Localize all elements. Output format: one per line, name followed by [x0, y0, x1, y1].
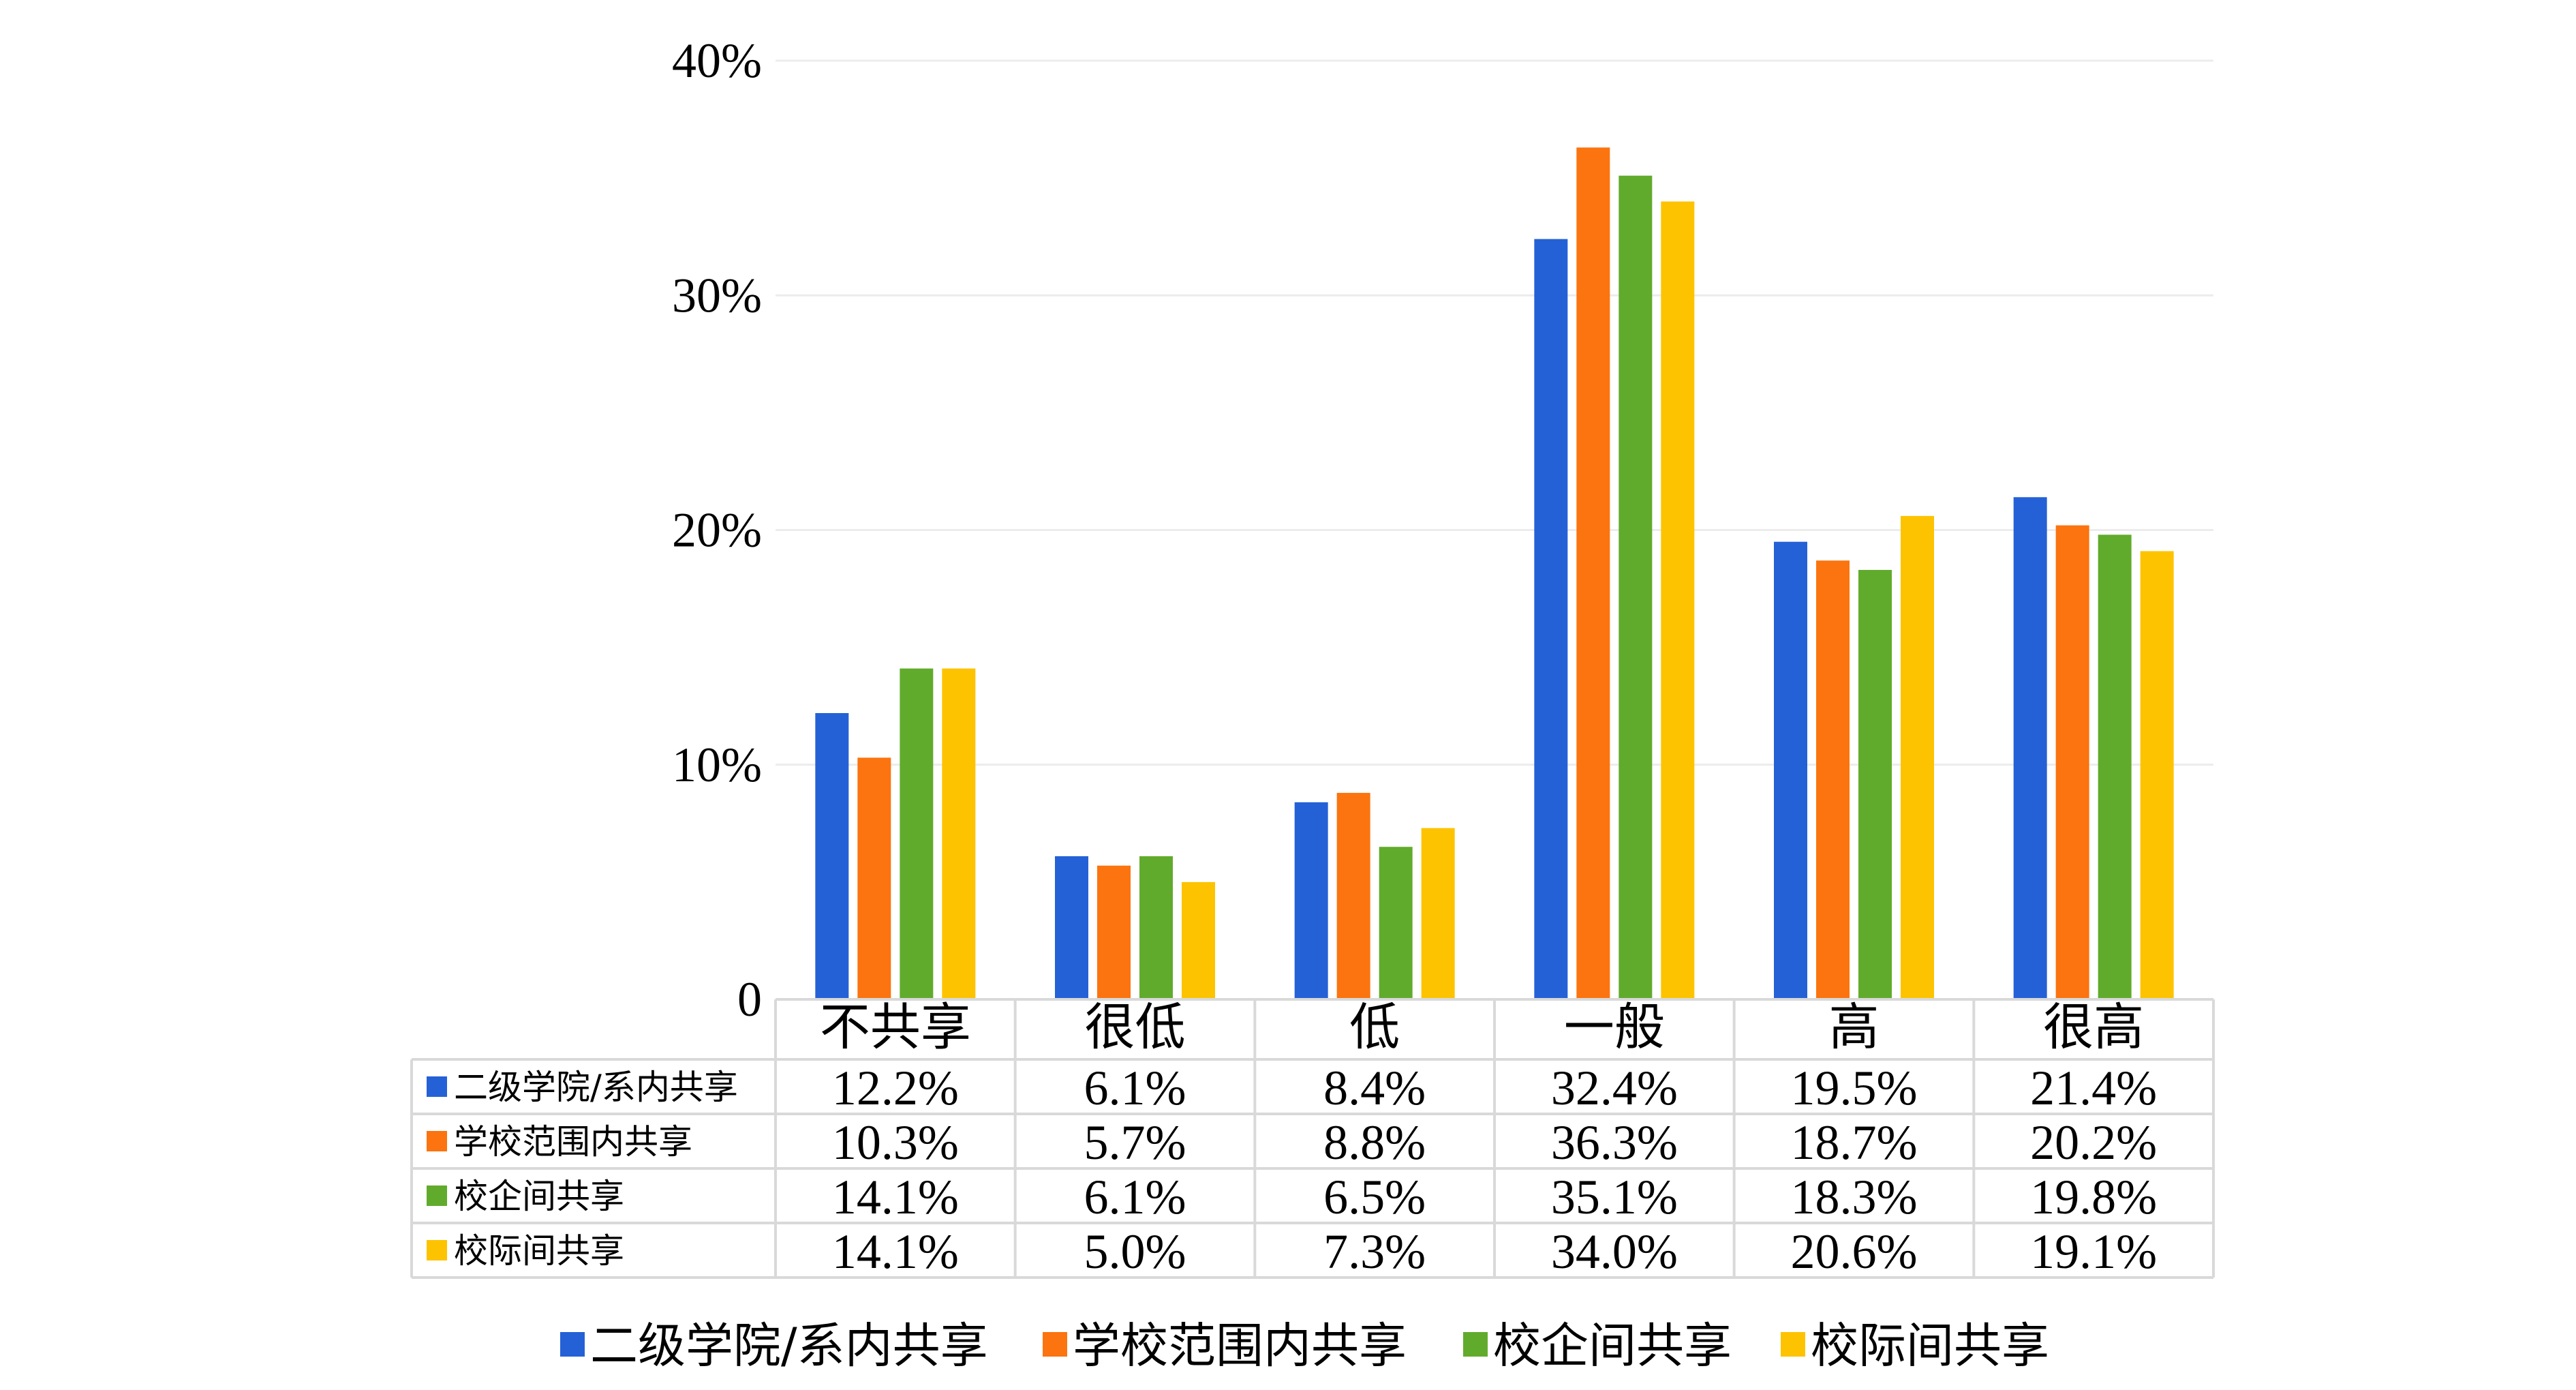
bar [1294, 802, 1328, 999]
data-label: 18.7% [1791, 1115, 1918, 1170]
data-label: 20.2% [2030, 1115, 2157, 1170]
data-label: 36.3% [1551, 1115, 1678, 1170]
data-label: 34.0% [1551, 1224, 1678, 1279]
data-label: 21.4% [2030, 1061, 2157, 1115]
bar [1774, 541, 1807, 999]
bar [1576, 147, 1610, 999]
bar [1336, 793, 1370, 999]
legend-key [1043, 1332, 1067, 1357]
category-label: 很高 [2043, 998, 2144, 1057]
legend-key [1781, 1332, 1805, 1357]
table-row-label: 校企间共享 [454, 1177, 624, 1216]
bar [1619, 175, 1653, 999]
category-label: 一般 [1564, 998, 1665, 1057]
bar [1182, 881, 1215, 999]
y-axis-tick-labels: 0 10% 20% 30% 40% [672, 33, 762, 1027]
bar [1901, 515, 1934, 999]
data-label: 14.1% [832, 1170, 959, 1224]
bar [1139, 856, 1173, 999]
data-label: 19.5% [1791, 1061, 1918, 1115]
bar [2140, 551, 2174, 999]
y-tick-label: 30% [672, 268, 762, 322]
table-legend-key [427, 1240, 447, 1260]
data-label: 6.1% [1084, 1170, 1186, 1224]
data-label: 5.7% [1084, 1115, 1186, 1170]
bar [1858, 570, 1892, 999]
bar [2055, 525, 2089, 999]
data-label: 18.3% [1791, 1170, 1918, 1224]
category-label: 不共享 [820, 998, 971, 1057]
table-legend-key [427, 1131, 447, 1151]
bar [1379, 847, 1413, 999]
bar [2098, 534, 2132, 999]
data-label: 35.1% [1551, 1170, 1678, 1224]
bar [1097, 865, 1131, 999]
data-label: 8.8% [1323, 1115, 1426, 1170]
data-label: 7.3% [1323, 1224, 1426, 1279]
bar [1534, 239, 1568, 999]
legend-label: 二级学院/系内共享 [590, 1318, 988, 1374]
y-tick-label: 0 [737, 972, 762, 1027]
bar [1816, 560, 1850, 999]
gridlines [776, 59, 2213, 766]
legend: 二级学院/系内共享 学校范围内共享 校企间共享 校际间共享 [560, 1318, 2049, 1374]
category-label: 低 [1349, 998, 1400, 1057]
data-label: 32.4% [1551, 1061, 1678, 1115]
data-label: 19.1% [2030, 1224, 2157, 1279]
data-label: 19.8% [2030, 1170, 2157, 1224]
legend-key [1463, 1332, 1488, 1357]
data-label: 14.1% [832, 1224, 959, 1279]
table-row-label: 二级学院/系内共享 [454, 1068, 738, 1107]
category-label: 很低 [1085, 998, 1186, 1057]
legend-label: 校际间共享 [1811, 1318, 2049, 1374]
data-label: 5.0% [1084, 1224, 1186, 1279]
legend-label: 学校范围内共享 [1073, 1318, 1407, 1374]
table-row-label: 校际间共享 [454, 1231, 624, 1271]
table-row-label: 学校范围内共享 [454, 1122, 692, 1162]
data-label: 10.3% [832, 1115, 959, 1170]
bar [1421, 828, 1455, 999]
bars [815, 147, 2174, 999]
y-tick-label: 40% [672, 33, 762, 88]
bar [857, 757, 891, 999]
legend-label: 校企间共享 [1493, 1318, 1732, 1374]
table-legend-key [427, 1076, 447, 1097]
legend-key [560, 1332, 585, 1357]
bar [1661, 201, 1695, 999]
bar [900, 668, 934, 999]
bar [815, 713, 849, 999]
data-label: 8.4% [1323, 1061, 1426, 1115]
y-tick-label: 20% [672, 503, 762, 558]
y-tick-label: 10% [672, 738, 762, 792]
bar [2013, 497, 2047, 999]
data-label: 6.1% [1084, 1061, 1186, 1115]
bar [942, 668, 976, 999]
data-label: 20.6% [1791, 1224, 1918, 1279]
category-label: 高 [1829, 998, 1880, 1057]
data-label: 12.2% [832, 1061, 959, 1115]
data-label: 6.5% [1323, 1170, 1426, 1224]
bar [1055, 856, 1088, 999]
table-legend-key [427, 1185, 447, 1206]
